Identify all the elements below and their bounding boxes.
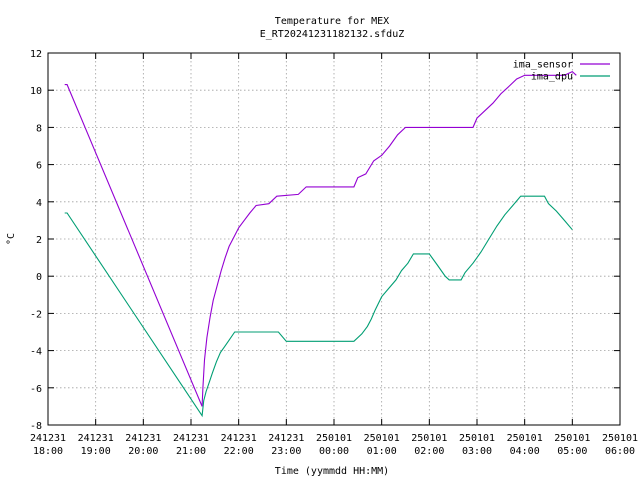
y-tick-label: -6 — [30, 384, 42, 395]
y-tick-label: 10 — [30, 86, 42, 97]
x-tick-time-label: 20:00 — [128, 446, 158, 457]
y-tick-label: 2 — [36, 235, 42, 246]
x-tick-time-label: 00:00 — [319, 446, 349, 457]
x-tick-date-label: 250101 — [411, 433, 447, 444]
x-tick-date-label: 250101 — [364, 433, 400, 444]
x-tick-date-label: 250101 — [459, 433, 495, 444]
x-tick-time-label: 18:00 — [33, 446, 63, 457]
series-line-ima_dpu — [64, 195, 573, 418]
x-tick-date-label: 241231 — [78, 433, 114, 444]
x-tick-date-label: 250101 — [602, 433, 638, 444]
x-tick-time-label: 21:00 — [176, 446, 206, 457]
grid — [48, 53, 620, 425]
x-tick-time-label: 01:00 — [367, 446, 397, 457]
legend-label-ima_sensor: ima_sensor — [513, 60, 573, 71]
axis-ticks: -8 -6 -4 -2 0 2 4 6 8 10 12 241231 18:00 241231 19:00 2… — [30, 49, 638, 457]
x-tick-date-label: 241231 — [125, 433, 161, 444]
y-tick-label: 12 — [30, 49, 42, 60]
x-tick-time-label: 03:00 — [462, 446, 492, 457]
y-tick-label: 0 — [36, 272, 42, 283]
x-tick-date-label: 241231 — [268, 433, 304, 444]
x-tick-time-label: 22:00 — [224, 446, 254, 457]
y-tick-label: 4 — [36, 198, 42, 209]
x-tick-time-label: 05:00 — [557, 446, 587, 457]
y-tick-label: -4 — [30, 347, 42, 358]
y-tick-label: -2 — [30, 309, 42, 320]
legend-label-ima_dpu: ima_dpu — [531, 72, 573, 83]
chart-subtitle: E_RT20241231182132.sfduZ — [260, 29, 405, 40]
x-tick-date-label: 250101 — [507, 433, 543, 444]
x-tick-time-label: 06:00 — [605, 446, 635, 457]
chart-title: Temperature for MEX — [275, 16, 389, 27]
x-tick-date-label: 250101 — [554, 433, 590, 444]
x-axis-label: Time (yymmdd HH:MM) — [275, 466, 389, 477]
x-tick-date-label: 241231 — [173, 433, 209, 444]
y-tick-label: 8 — [36, 123, 42, 134]
y-tick-label: 6 — [36, 161, 42, 172]
x-tick-date-label: 250101 — [316, 433, 352, 444]
series-line-ima_sensor — [64, 70, 577, 407]
y-tick-label: -8 — [30, 421, 42, 432]
x-tick-time-label: 04:00 — [510, 446, 540, 457]
x-tick-time-label: 23:00 — [271, 446, 301, 457]
x-tick-date-label: 241231 — [30, 433, 66, 444]
y-axis-label: °C — [6, 233, 17, 245]
x-tick-date-label: 241231 — [221, 433, 257, 444]
x-tick-time-label: 19:00 — [81, 446, 111, 457]
x-tick-time-label: 02:00 — [414, 446, 444, 457]
series-lines — [64, 70, 577, 418]
